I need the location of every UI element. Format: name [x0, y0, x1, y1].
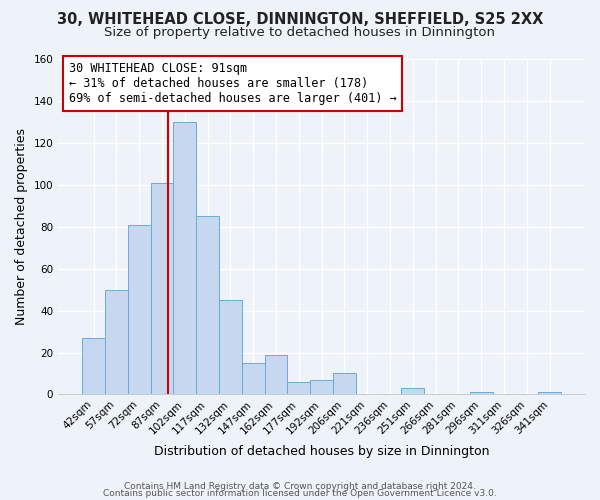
Bar	[287, 382, 310, 394]
Bar	[128, 224, 151, 394]
Bar	[401, 388, 424, 394]
Bar	[82, 338, 105, 394]
Bar	[105, 290, 128, 395]
Bar	[242, 363, 265, 394]
Text: Size of property relative to detached houses in Dinnington: Size of property relative to detached ho…	[104, 26, 496, 39]
Bar	[196, 216, 219, 394]
Bar	[173, 122, 196, 394]
Text: Contains public sector information licensed under the Open Government Licence v3: Contains public sector information licen…	[103, 490, 497, 498]
Bar	[265, 354, 287, 395]
Text: 30, WHITEHEAD CLOSE, DINNINGTON, SHEFFIELD, S25 2XX: 30, WHITEHEAD CLOSE, DINNINGTON, SHEFFIE…	[57, 12, 543, 28]
Text: Contains HM Land Registry data © Crown copyright and database right 2024.: Contains HM Land Registry data © Crown c…	[124, 482, 476, 491]
Bar	[219, 300, 242, 394]
Y-axis label: Number of detached properties: Number of detached properties	[15, 128, 28, 325]
Text: 30 WHITEHEAD CLOSE: 91sqm
← 31% of detached houses are smaller (178)
69% of semi: 30 WHITEHEAD CLOSE: 91sqm ← 31% of detac…	[69, 62, 397, 106]
Bar	[538, 392, 561, 394]
X-axis label: Distribution of detached houses by size in Dinnington: Distribution of detached houses by size …	[154, 444, 490, 458]
Bar	[333, 374, 356, 394]
Bar	[470, 392, 493, 394]
Bar	[310, 380, 333, 394]
Bar	[151, 182, 173, 394]
